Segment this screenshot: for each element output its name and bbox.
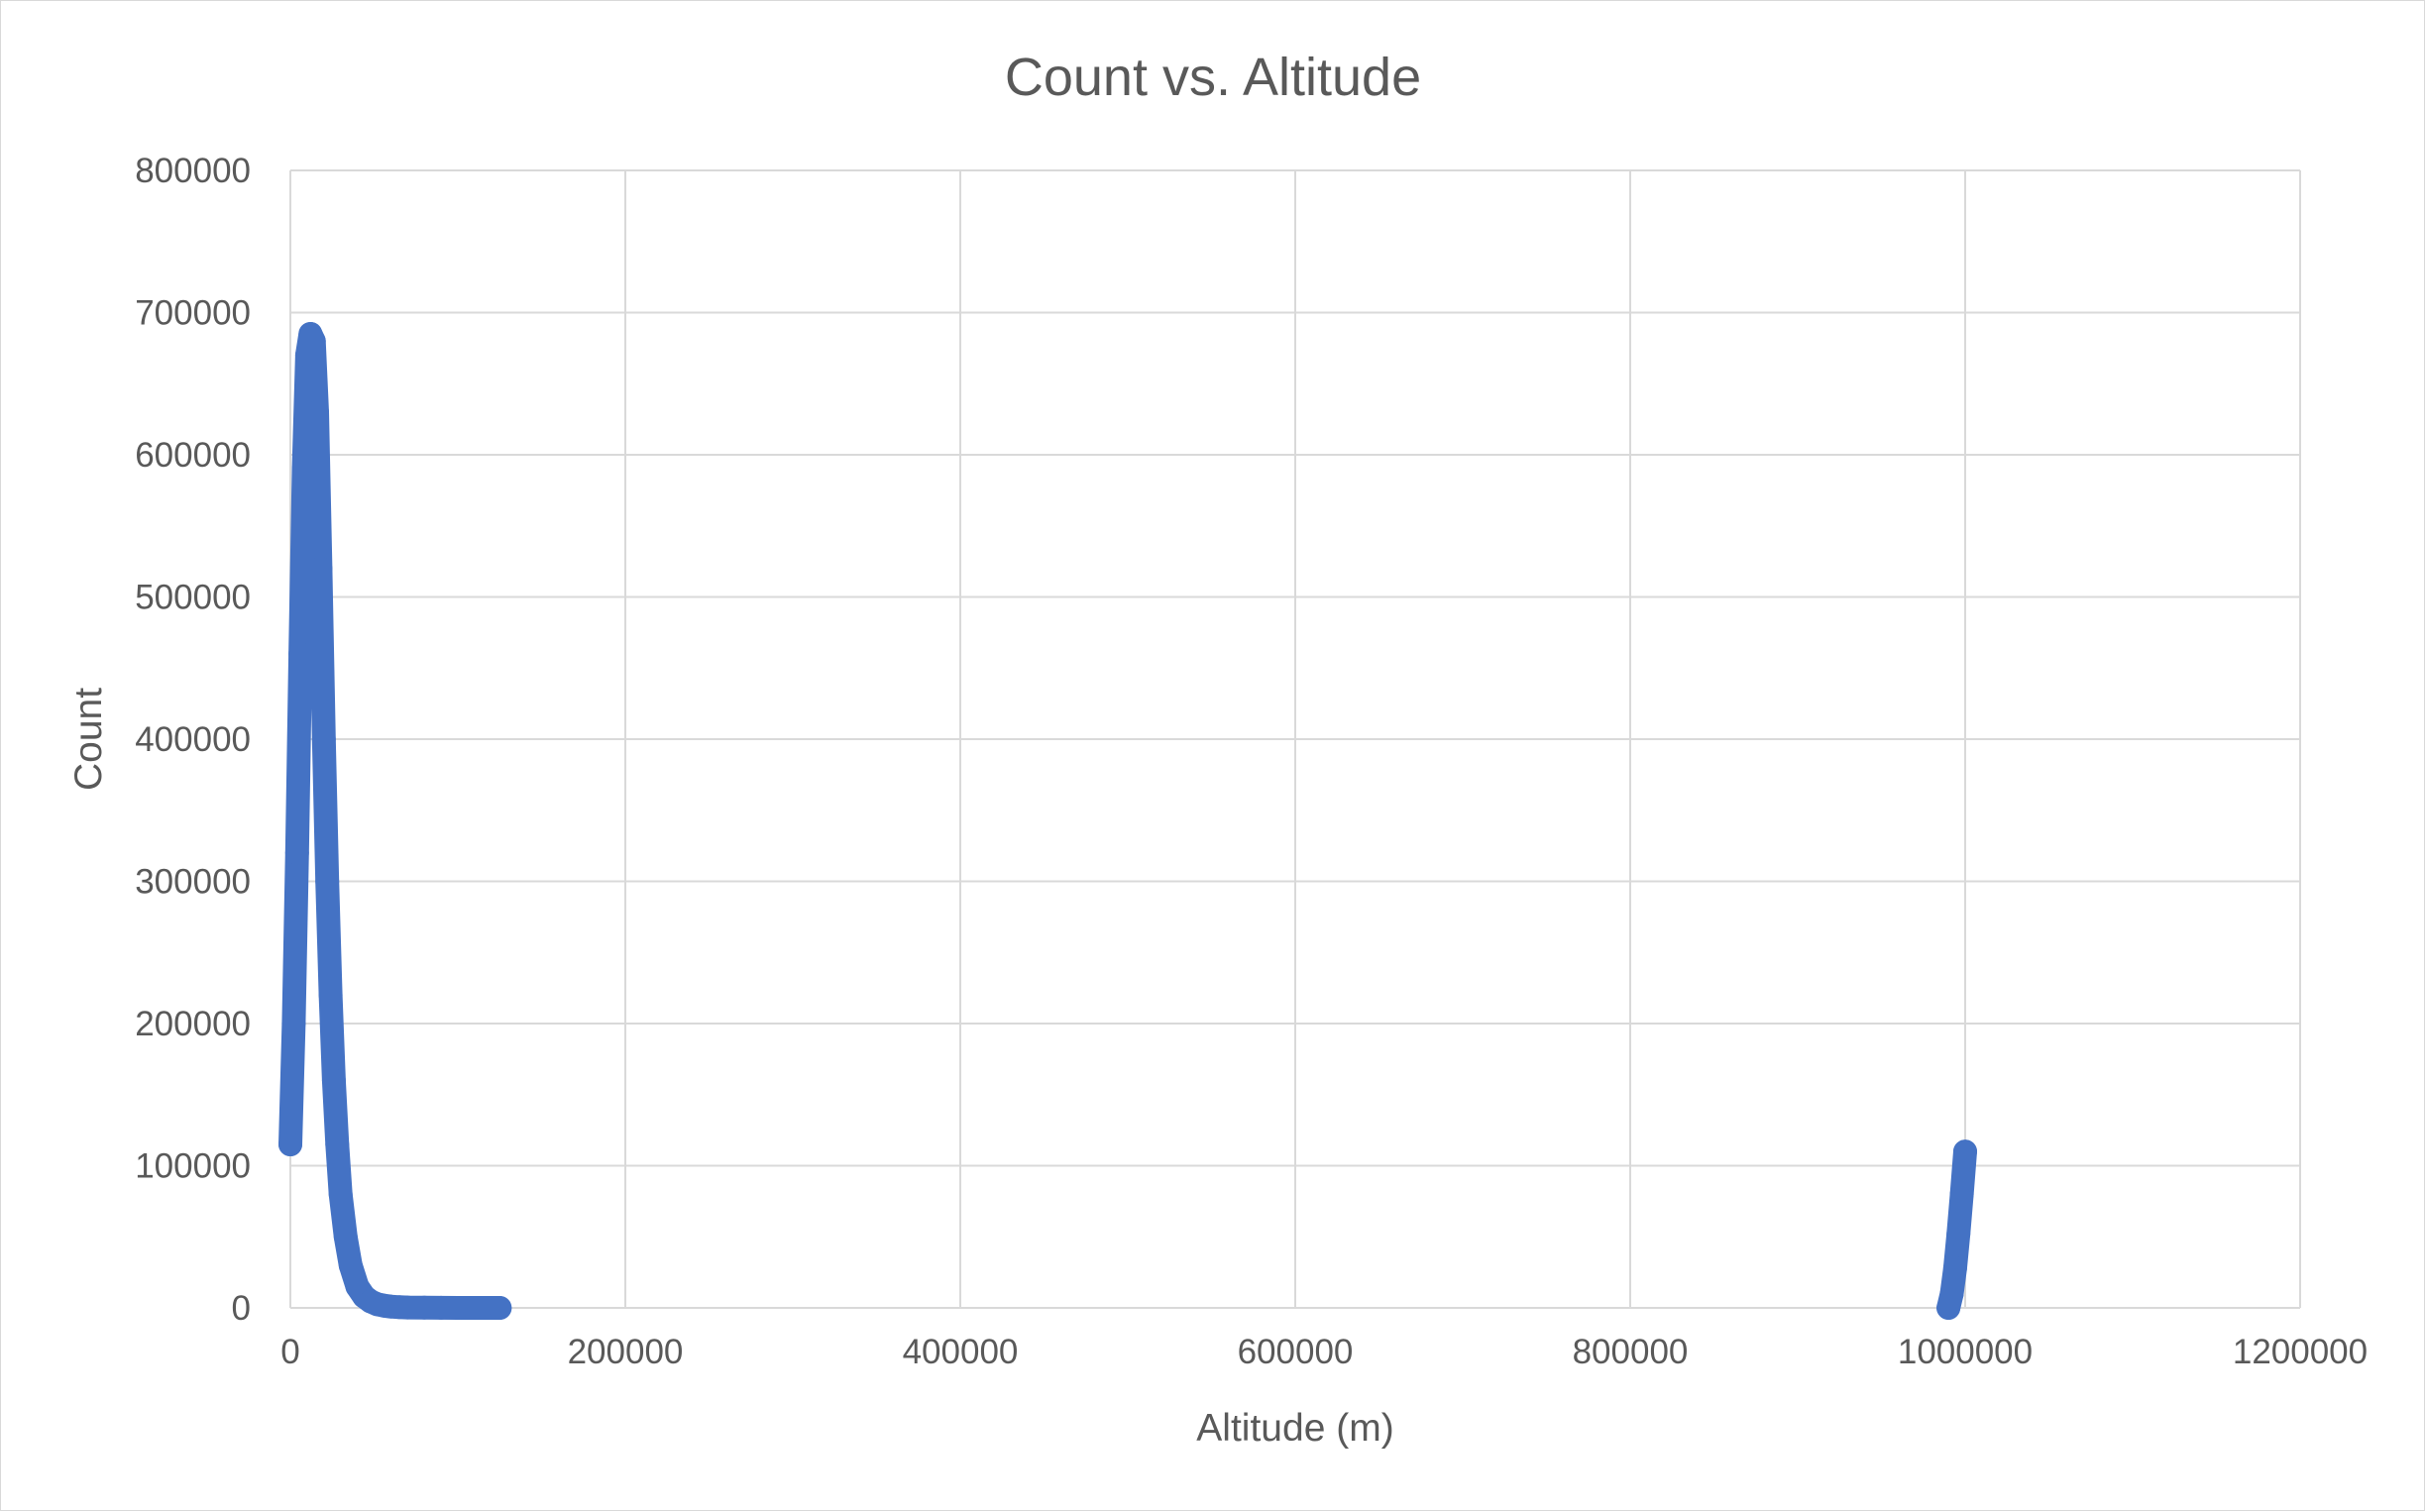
y-tick-label: 0 (232, 1289, 251, 1328)
data-point (288, 641, 313, 666)
x-tick-label: 600000 (1238, 1333, 1354, 1371)
y-tick-label: 700000 (135, 294, 251, 333)
data-series (278, 322, 1977, 1320)
y-tick-label: 600000 (135, 436, 251, 475)
x-tick-label: 200000 (568, 1333, 684, 1371)
data-point (462, 1296, 487, 1320)
y-tick-label: 400000 (135, 720, 251, 759)
x-tick-label: 400000 (903, 1333, 1019, 1371)
data-point (395, 1295, 420, 1320)
y-tick-label: 300000 (135, 863, 251, 902)
data-point (321, 1068, 346, 1093)
data-point (328, 1182, 353, 1207)
x-tick-label: 1200000 (2233, 1333, 2368, 1371)
data-point (446, 1296, 470, 1320)
data-point (278, 1133, 302, 1156)
data-point (412, 1295, 437, 1320)
data-point (333, 1225, 358, 1249)
x-axis-tick-labels: 0 200000 400000 600000 800000 1000000 1200000 (280, 1333, 2368, 1371)
data-point (488, 1296, 512, 1320)
data-point (301, 329, 326, 354)
data-point (1942, 1255, 1967, 1280)
gridlines (289, 169, 2301, 1309)
series-marker-trace-1 (278, 322, 512, 1320)
data-point (284, 840, 309, 865)
data-point (281, 1012, 306, 1035)
x-tick-label: 0 (280, 1333, 299, 1371)
data-point (311, 727, 336, 751)
x-tick-label: 800000 (1573, 1333, 1689, 1371)
data-point (338, 1253, 363, 1277)
data-point (1939, 1281, 1964, 1306)
x-tick-label: 1000000 (1898, 1333, 2033, 1371)
data-point (291, 457, 316, 482)
data-point (1949, 1182, 1974, 1207)
y-tick-label: 100000 (135, 1147, 251, 1186)
chart-title: Count vs. Altitude (1005, 48, 1421, 107)
data-point (325, 1133, 350, 1156)
y-tick-label: 500000 (135, 579, 251, 617)
data-point (1946, 1222, 1971, 1246)
y-axis-title: Count (67, 688, 110, 791)
y-tick-label: 200000 (135, 1005, 251, 1043)
data-point (318, 983, 343, 1008)
data-point (1953, 1139, 1977, 1164)
data-point (308, 556, 333, 581)
y-axis-tick-labels: 0 100000 200000 300000 400000 500000 600000 700… (135, 152, 251, 1328)
data-point (315, 869, 340, 894)
y-tick-label: 800000 (135, 152, 251, 190)
data-point (429, 1295, 454, 1320)
data-point (305, 400, 329, 424)
x-axis-title: Altitude (m) (1196, 1407, 1393, 1450)
